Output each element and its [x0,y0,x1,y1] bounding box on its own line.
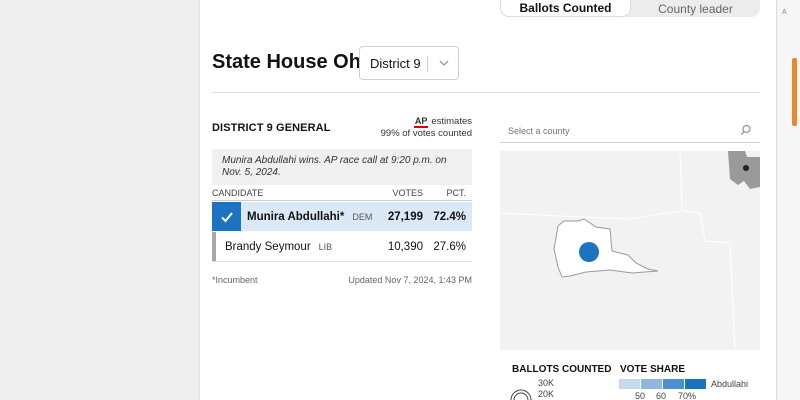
candidate-name: Munira Abdullahi* [247,210,345,223]
ap-estimates-label: estimates [431,116,472,127]
candidate-name: Brandy Seymour [225,240,311,253]
search-icon[interactable] [740,124,752,136]
legend-share-title: VOTE SHARE [620,364,686,375]
candidate-party: DEM [352,211,373,222]
chevron-down-icon [439,60,449,66]
legend-share-candidate: Abdullahi [711,379,749,389]
district-select-value: District 9 [370,55,421,71]
legend-30k: 30K [538,378,555,388]
share-swatch-60 [641,379,662,389]
ap-estimates: AP estimates 99% of votes counted [370,115,472,140]
county-map[interactable] [499,150,760,351]
select-divider [427,56,428,72]
inset-location-dot [743,165,749,171]
county-search-input[interactable] [508,125,728,136]
table-bottom-divider [212,261,472,262]
header-divider [212,92,760,93]
view-toggle: Ballots Counted County leader [500,0,760,17]
candidate-votes: 10,390 [387,240,423,253]
col-votes: VOTES [392,188,423,198]
race-label: DISTRICT 9 GENERAL [212,122,331,134]
ballots-bubble[interactable] [579,242,599,262]
share-swatch-80 [685,379,706,389]
candidate-party: LIB [318,241,333,252]
candidate-pct: 27.6% [433,240,466,253]
candidate-bar [212,232,216,261]
side-panel-glyph: A [782,9,787,16]
legend-tick-50: 50 [635,391,646,400]
check-icon [220,211,233,222]
page-title: State House Ohio [212,51,379,73]
table-header-divider [212,200,472,201]
toggle-ballots-counted[interactable]: Ballots Counted [500,0,631,17]
winner-check [212,202,241,231]
legend-bubbles [510,389,532,400]
candidate-row-winner: Munira Abdullahi* DEM 27,199 72.4% [212,202,472,231]
ap-logo: AP [413,116,429,128]
candidate-row: Brandy Seymour LIB 10,390 27.6% [212,232,472,261]
legend-20k: 20K [538,389,555,399]
race-call-callout: Munira Abdullahi wins. AP race call at 9… [212,149,472,185]
candidate-pct: 72.4% [433,210,466,223]
side-panel: A [776,0,800,400]
share-swatch-50 [619,379,640,389]
legend-ballots-title: BALLOTS COUNTED [512,364,612,375]
legend-tick-70: 70% [678,391,697,400]
col-pct: PCT. [446,188,466,198]
updated-timestamp: Updated Nov 7, 2024, 1:43 PM [348,275,472,285]
district-map-svg [499,150,760,351]
col-candidate: CANDIDATE [212,188,264,198]
district-select[interactable]: District 9 [359,46,459,80]
scroll-marker[interactable] [792,58,797,126]
candidate-votes: 27,199 [387,210,423,223]
district-shape[interactable] [553,218,659,278]
county-search [500,119,760,143]
legend-tick-60: 60 [656,391,667,400]
incumbent-note: *Incumbent [212,275,258,285]
votes-counted: 99% of votes counted [380,128,472,139]
toggle-county-leader[interactable]: County leader [658,1,733,16]
share-swatch-70 [663,379,684,389]
